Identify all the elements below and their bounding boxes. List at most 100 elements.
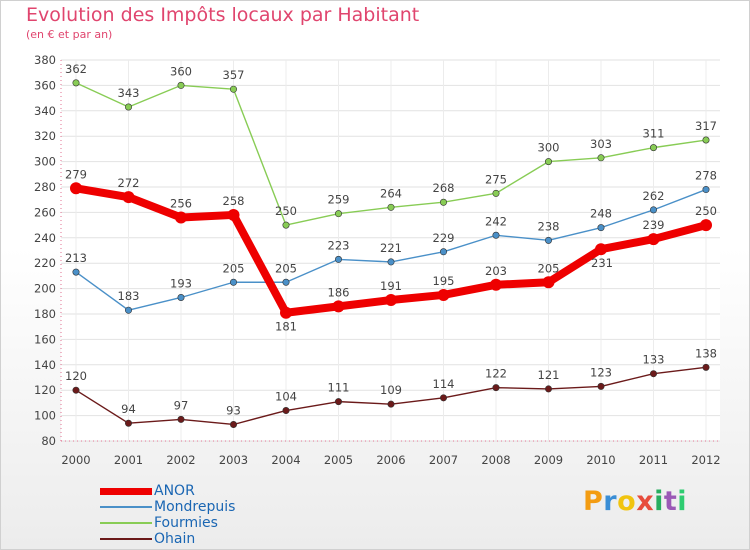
data-point-mondrepuis	[177, 293, 185, 301]
y-tick-label: 260	[34, 205, 56, 219]
data-point-mondrepuis	[492, 231, 500, 239]
data-point-anor	[175, 211, 187, 224]
x-tick-label: 2009	[534, 453, 563, 467]
legend-item-mondrepuis: Mondrepuis	[100, 499, 235, 515]
data-label-mondrepuis: 205	[223, 261, 245, 275]
data-point-mondrepuis	[439, 248, 447, 256]
data-point-ohain	[177, 415, 185, 423]
data-point-ohain	[492, 384, 500, 392]
data-label-anor: 203	[485, 264, 507, 278]
data-label-mondrepuis: 238	[538, 219, 560, 233]
chart-legend: ANOR Mondrepuis Fourmies Ohain	[100, 483, 235, 547]
legend-item-ohain: Ohain	[100, 531, 235, 547]
line-chart: 80 100 120 140 160 180 200 220 240 260 280 300 320 34…	[34, 53, 721, 467]
y-tick-label: 340	[34, 104, 56, 118]
y-tick-label: 160	[34, 332, 56, 346]
data-label-fourmies: 300	[538, 141, 560, 155]
data-label-ohain: 114	[433, 377, 455, 391]
data-label-ohain: 109	[380, 383, 402, 397]
y-tick-label: 140	[34, 358, 56, 372]
data-label-fourmies: 317	[695, 119, 717, 133]
data-point-fourmies	[387, 203, 395, 211]
x-tick-label: 2006	[376, 453, 405, 467]
data-point-anor	[332, 300, 345, 313]
data-label-ohain: 97	[174, 398, 189, 412]
data-point-fourmies	[439, 198, 447, 206]
chart-title: Evolution des Impôts locaux par Habitant	[26, 4, 420, 26]
data-label-mondrepuis: 223	[328, 238, 350, 252]
data-point-mondrepuis	[649, 206, 657, 214]
y-tick-label: 200	[34, 282, 56, 296]
data-point-ohain	[334, 398, 342, 406]
data-label-fourmies: 268	[433, 181, 455, 195]
data-point-mondrepuis	[334, 255, 342, 263]
data-label-fourmies: 303	[590, 137, 612, 151]
data-point-mondrepuis	[702, 186, 710, 194]
data-label-fourmies: 311	[643, 127, 665, 141]
data-point-anor	[700, 219, 712, 232]
data-label-fourmies: 275	[485, 172, 507, 186]
data-label-ohain: 93	[226, 403, 241, 417]
data-point-ohain	[544, 385, 552, 393]
y-tick-label: 220	[34, 256, 56, 270]
data-label-mondrepuis: 248	[590, 207, 612, 221]
data-point-ohain	[649, 370, 657, 378]
data-point-fourmies	[282, 221, 290, 229]
x-tick-label: 2000	[61, 453, 90, 467]
data-point-anor	[490, 278, 502, 291]
data-point-anor	[227, 208, 240, 221]
proxiti-logo: Proxiti	[583, 486, 687, 517]
legend-swatch-anor	[100, 487, 152, 495]
data-label-mondrepuis: 183	[118, 289, 140, 303]
data-point-anor	[280, 306, 292, 319]
data-label-ohain: 120	[65, 369, 87, 383]
data-label-anor: 186	[328, 285, 350, 299]
y-tick-label: 100	[34, 409, 56, 423]
data-point-ohain	[597, 382, 605, 390]
data-label-fourmies: 264	[380, 186, 402, 200]
x-tick-label: 2008	[481, 453, 510, 467]
x-tick-label: 2011	[639, 453, 668, 467]
data-point-fourmies	[544, 158, 552, 166]
x-tick-label: 2005	[324, 453, 353, 467]
y-tick-label: 180	[34, 307, 56, 321]
x-tick-label: 2012	[691, 453, 720, 467]
data-point-fourmies	[230, 85, 238, 93]
legend-swatch-ohain	[100, 538, 152, 540]
data-point-anor	[385, 294, 397, 307]
data-point-fourmies	[492, 189, 500, 197]
data-point-anor	[647, 233, 660, 246]
data-point-ohain	[387, 400, 395, 408]
legend-swatch-fourmies	[100, 522, 152, 524]
data-label-ohain: 138	[695, 346, 717, 360]
y-tick-label: 320	[34, 129, 56, 143]
data-point-fourmies	[597, 154, 605, 162]
data-label-ohain: 121	[538, 368, 560, 382]
data-point-mondrepuis	[282, 278, 290, 286]
logo-letter: P	[583, 486, 604, 517]
legend-item-fourmies: Fourmies	[100, 515, 235, 531]
data-point-fourmies	[334, 210, 342, 218]
data-label-mondrepuis: 205	[275, 261, 297, 275]
logo-letter: i	[654, 486, 664, 517]
data-label-fourmies: 250	[275, 204, 297, 218]
data-label-fourmies: 362	[65, 62, 87, 76]
data-point-anor	[437, 288, 450, 301]
y-tick-label: 120	[34, 383, 56, 397]
x-tick-label: 2007	[429, 453, 458, 467]
data-point-ohain	[125, 419, 133, 427]
legend-label-mondrepuis: Mondrepuis	[154, 499, 236, 515]
logo-letter: x	[636, 486, 655, 517]
chart-subtitle: (en € et par an)	[26, 28, 113, 41]
data-point-anor	[595, 243, 607, 256]
data-point-mondrepuis	[230, 278, 238, 286]
data-label-ohain: 123	[590, 365, 612, 379]
legend-label-ohain: Ohain	[154, 531, 196, 547]
data-label-anor: 181	[275, 320, 297, 334]
data-label-mondrepuis: 229	[433, 231, 455, 245]
data-point-fourmies	[72, 79, 80, 87]
data-label-anor: 279	[65, 167, 87, 181]
data-label-ohain: 133	[643, 353, 665, 367]
y-tick-label: 240	[34, 231, 56, 245]
data-point-mondrepuis	[544, 236, 552, 244]
